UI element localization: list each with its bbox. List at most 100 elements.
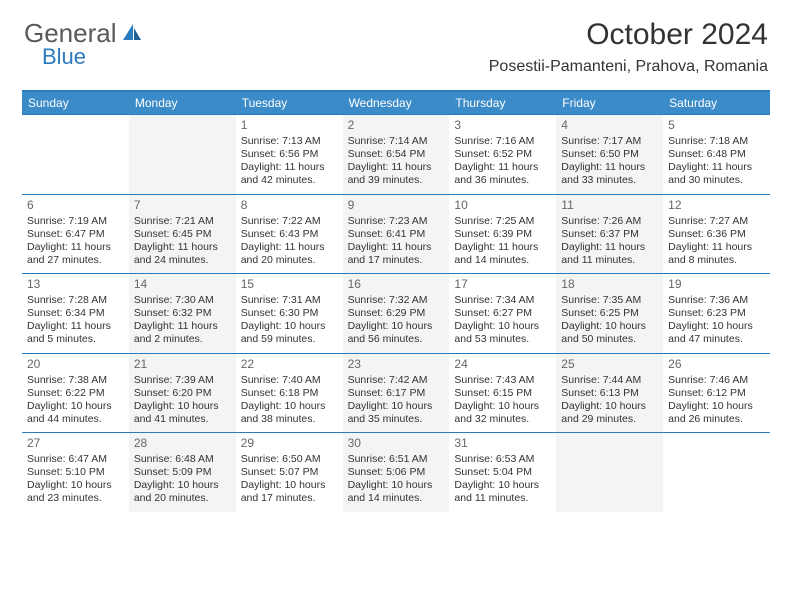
day-cell [556,433,663,512]
day-number: 5 [668,118,765,133]
sunrise-text: Sunrise: 7:23 AM [348,215,445,228]
day-number: 18 [561,277,658,292]
day-cell: 23Sunrise: 7:42 AMSunset: 6:17 PMDayligh… [343,354,450,433]
daylight-text: Daylight: 11 hours and 42 minutes. [241,161,338,187]
calendar: SundayMondayTuesdayWednesdayThursdayFrid… [22,90,770,512]
day-cell: 9Sunrise: 7:23 AMSunset: 6:41 PMDaylight… [343,195,450,274]
logo-sail-icon [121,18,143,49]
sunset-text: Sunset: 6:30 PM [241,307,338,320]
daylight-text: Daylight: 11 hours and 2 minutes. [134,320,231,346]
day-number: 8 [241,198,338,213]
sunset-text: Sunset: 6:17 PM [348,387,445,400]
day-number: 3 [454,118,551,133]
day-cell: 21Sunrise: 7:39 AMSunset: 6:20 PMDayligh… [129,354,236,433]
sunrise-text: Sunrise: 6:50 AM [241,453,338,466]
daylight-text: Daylight: 10 hours and 26 minutes. [668,400,765,426]
sunset-text: Sunset: 6:37 PM [561,228,658,241]
day-cell: 12Sunrise: 7:27 AMSunset: 6:36 PMDayligh… [663,195,770,274]
sunset-text: Sunset: 6:56 PM [241,148,338,161]
daylight-text: Daylight: 10 hours and 29 minutes. [561,400,658,426]
day-number: 17 [454,277,551,292]
title-block: October 2024 Posestii-Pamanteni, Prahova… [489,18,768,76]
sunset-text: Sunset: 6:20 PM [134,387,231,400]
sunrise-text: Sunrise: 7:28 AM [27,294,124,307]
day-number: 19 [668,277,765,292]
logo-text-blue: Blue [42,44,86,70]
sunset-text: Sunset: 6:34 PM [27,307,124,320]
daylight-text: Daylight: 10 hours and 44 minutes. [27,400,124,426]
daylight-text: Daylight: 10 hours and 35 minutes. [348,400,445,426]
day-number: 25 [561,357,658,372]
dayheader: Thursday [449,92,556,114]
day-cell: 24Sunrise: 7:43 AMSunset: 6:15 PMDayligh… [449,354,556,433]
daylight-text: Daylight: 10 hours and 53 minutes. [454,320,551,346]
daylight-text: Daylight: 11 hours and 14 minutes. [454,241,551,267]
daylight-text: Daylight: 11 hours and 33 minutes. [561,161,658,187]
sunrise-text: Sunrise: 7:31 AM [241,294,338,307]
day-cell: 10Sunrise: 7:25 AMSunset: 6:39 PMDayligh… [449,195,556,274]
day-cell: 4Sunrise: 7:17 AMSunset: 6:50 PMDaylight… [556,115,663,194]
sunset-text: Sunset: 6:39 PM [454,228,551,241]
sunset-text: Sunset: 6:22 PM [27,387,124,400]
day-cell: 26Sunrise: 7:46 AMSunset: 6:12 PMDayligh… [663,354,770,433]
sunset-text: Sunset: 6:13 PM [561,387,658,400]
day-cell: 20 Sunrise: 7:38 AMSunset: 6:22 PMDayligh… [22,354,129,433]
day-cell: 22Sunrise: 7:40 AMSunset: 6:18 PMDayligh… [236,354,343,433]
sunrise-text: Sunrise: 7:42 AM [348,374,445,387]
sunset-text: Sunset: 6:27 PM [454,307,551,320]
week-row: 27Sunrise: 6:47 AMSunset: 5:10 PMDayligh… [22,432,770,512]
daylight-text: Daylight: 10 hours and 23 minutes. [27,479,124,505]
sunrise-text: Sunrise: 7:44 AM [561,374,658,387]
day-number: 30 [348,436,445,451]
sunset-text: Sunset: 5:09 PM [134,466,231,479]
day-cell: 13Sunrise: 7:28 AMSunset: 6:34 PMDayligh… [22,274,129,353]
day-number: 4 [561,118,658,133]
sunset-text: Sunset: 6:48 PM [668,148,765,161]
daylight-text: Daylight: 10 hours and 32 minutes. [454,400,551,426]
daylight-text: Daylight: 10 hours and 14 minutes. [348,479,445,505]
sunset-text: Sunset: 6:43 PM [241,228,338,241]
day-number: 21 [134,357,231,372]
sunrise-text: Sunrise: 7:19 AM [27,215,124,228]
week-row: 1Sunrise: 7:13 AMSunset: 6:56 PMDaylight… [22,114,770,194]
daylight-text: Daylight: 11 hours and 8 minutes. [668,241,765,267]
day-cell: 7Sunrise: 7:21 AMSunset: 6:45 PMDaylight… [129,195,236,274]
day-number: 6 [27,198,124,213]
sunrise-text: Sunrise: 7:35 AM [561,294,658,307]
sunrise-text: Sunrise: 7:21 AM [134,215,231,228]
day-number: 11 [561,198,658,213]
day-cell: 1Sunrise: 7:13 AMSunset: 6:56 PMDaylight… [236,115,343,194]
day-cell: 25 Sunrise: 7:44 AMSunset: 6:13 PMDayligh… [556,354,663,433]
dayheader: Sunday [22,92,129,114]
sunset-text: Sunset: 5:10 PM [27,466,124,479]
daylight-text: Daylight: 10 hours and 50 minutes. [561,320,658,346]
sunrise-text: Sunrise: 7:38 AM [27,374,124,387]
sunrise-text: Sunrise: 7:22 AM [241,215,338,228]
sunrise-text: Sunrise: 7:32 AM [348,294,445,307]
day-cell: 15Sunrise: 7:31 AMSunset: 6:30 PMDayligh… [236,274,343,353]
daylight-text: Daylight: 11 hours and 5 minutes. [27,320,124,346]
location: Posestii-Pamanteni, Prahova, Romania [489,58,768,76]
day-cell: 11Sunrise: 7:26 AMSunset: 6:37 PMDayligh… [556,195,663,274]
daylight-text: Daylight: 10 hours and 47 minutes. [668,320,765,346]
day-number: 28 [134,436,231,451]
sunrise-text: Sunrise: 7:16 AM [454,135,551,148]
sunset-text: Sunset: 6:15 PM [454,387,551,400]
daylight-text: Daylight: 11 hours and 36 minutes. [454,161,551,187]
day-cell: 27Sunrise: 6:47 AMSunset: 5:10 PMDayligh… [22,433,129,512]
day-number: 22 [241,357,338,372]
daylight-text: Daylight: 11 hours and 20 minutes. [241,241,338,267]
sunset-text: Sunset: 6:41 PM [348,228,445,241]
day-number: 15 [241,277,338,292]
sunrise-text: Sunrise: 7:34 AM [454,294,551,307]
week-row: 6Sunrise: 7:19 AMSunset: 6:47 PMDaylight… [22,194,770,274]
sunset-text: Sunset: 5:06 PM [348,466,445,479]
sunrise-text: Sunrise: 7:13 AM [241,135,338,148]
daylight-text: Daylight: 10 hours and 38 minutes. [241,400,338,426]
day-number: 20 [27,357,124,372]
dayheader: Friday [556,92,663,114]
day-number: 29 [241,436,338,451]
day-cell: 5Sunrise: 7:18 AMSunset: 6:48 PMDaylight… [663,115,770,194]
sunrise-text: Sunrise: 7:14 AM [348,135,445,148]
weeks-container: 1Sunrise: 7:13 AMSunset: 6:56 PMDaylight… [22,114,770,512]
